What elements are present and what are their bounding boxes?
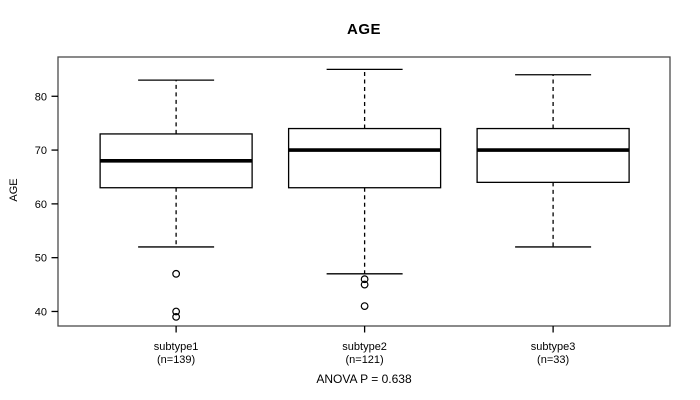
group-sublabel: (n=33)	[537, 354, 569, 366]
y-tick-label: 70	[35, 145, 47, 157]
box-rect	[476, 127, 630, 184]
group-label: subtype2	[342, 341, 387, 353]
anova-caption: ANOVA P = 0.638	[316, 372, 412, 386]
outlier-point	[360, 280, 369, 289]
y-tick-label: 50	[35, 253, 47, 265]
chart-title: AGE	[346, 21, 381, 38]
outlier-point	[172, 307, 181, 316]
outlier-point	[172, 312, 181, 321]
outlier-point	[172, 269, 181, 278]
y-tick-label: 40	[35, 306, 47, 318]
group-label: subtype3	[531, 341, 576, 353]
outlier-point	[360, 302, 369, 310]
box-rect	[287, 127, 442, 189]
group-label: subtype1	[154, 341, 199, 353]
group-sublabel: (n=121)	[345, 354, 383, 366]
group-sublabel: (n=139)	[157, 354, 195, 366]
y-tick-label: 80	[35, 91, 47, 103]
y-tick-label: 60	[35, 199, 47, 211]
outlier-point	[360, 275, 369, 284]
